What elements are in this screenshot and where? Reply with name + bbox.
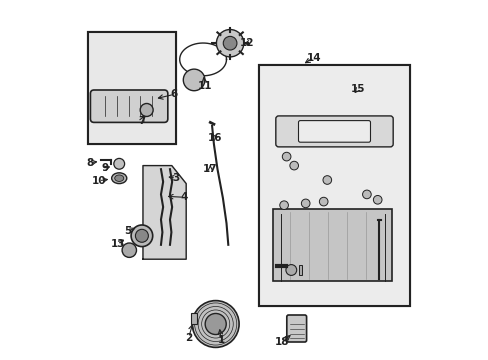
Text: 14: 14: [306, 53, 321, 63]
Text: 11: 11: [197, 81, 212, 91]
Text: 15: 15: [350, 84, 365, 94]
Circle shape: [362, 190, 370, 199]
Bar: [298, 265, 302, 275]
Circle shape: [319, 197, 327, 206]
Circle shape: [285, 265, 296, 275]
Text: 6: 6: [170, 89, 178, 99]
Text: 3: 3: [172, 173, 180, 183]
Circle shape: [282, 152, 290, 161]
Circle shape: [114, 158, 124, 169]
Circle shape: [205, 314, 226, 334]
Bar: [273, 209, 391, 281]
Text: 4: 4: [180, 192, 187, 202]
Ellipse shape: [111, 173, 126, 184]
Ellipse shape: [115, 175, 123, 181]
Circle shape: [140, 104, 153, 117]
Bar: [258, 65, 409, 306]
Bar: [191, 313, 197, 324]
Bar: [258, 65, 409, 306]
Text: 12: 12: [240, 38, 254, 48]
Text: 16: 16: [207, 132, 222, 143]
Text: 10: 10: [91, 176, 106, 186]
Circle shape: [373, 195, 381, 204]
Text: 13: 13: [111, 239, 125, 249]
FancyBboxPatch shape: [298, 121, 370, 142]
Circle shape: [183, 69, 204, 91]
Circle shape: [301, 199, 309, 208]
Circle shape: [289, 161, 298, 170]
Circle shape: [279, 201, 288, 210]
Text: 9: 9: [101, 163, 108, 174]
Text: 1: 1: [217, 335, 224, 345]
FancyBboxPatch shape: [275, 116, 392, 147]
FancyBboxPatch shape: [90, 90, 167, 122]
Circle shape: [223, 36, 237, 50]
Circle shape: [131, 225, 152, 247]
Polygon shape: [142, 166, 186, 259]
FancyBboxPatch shape: [286, 315, 306, 342]
Circle shape: [192, 301, 239, 347]
Circle shape: [122, 243, 136, 257]
Text: 7: 7: [138, 116, 145, 126]
Text: 5: 5: [124, 226, 131, 236]
Text: 2: 2: [184, 333, 192, 343]
Text: 8: 8: [86, 158, 94, 168]
Circle shape: [322, 176, 331, 184]
Text: 17: 17: [203, 164, 217, 174]
Circle shape: [216, 30, 244, 57]
Bar: [88, 32, 176, 144]
Text: 18: 18: [274, 337, 289, 347]
Circle shape: [135, 229, 148, 242]
Bar: [88, 32, 176, 144]
